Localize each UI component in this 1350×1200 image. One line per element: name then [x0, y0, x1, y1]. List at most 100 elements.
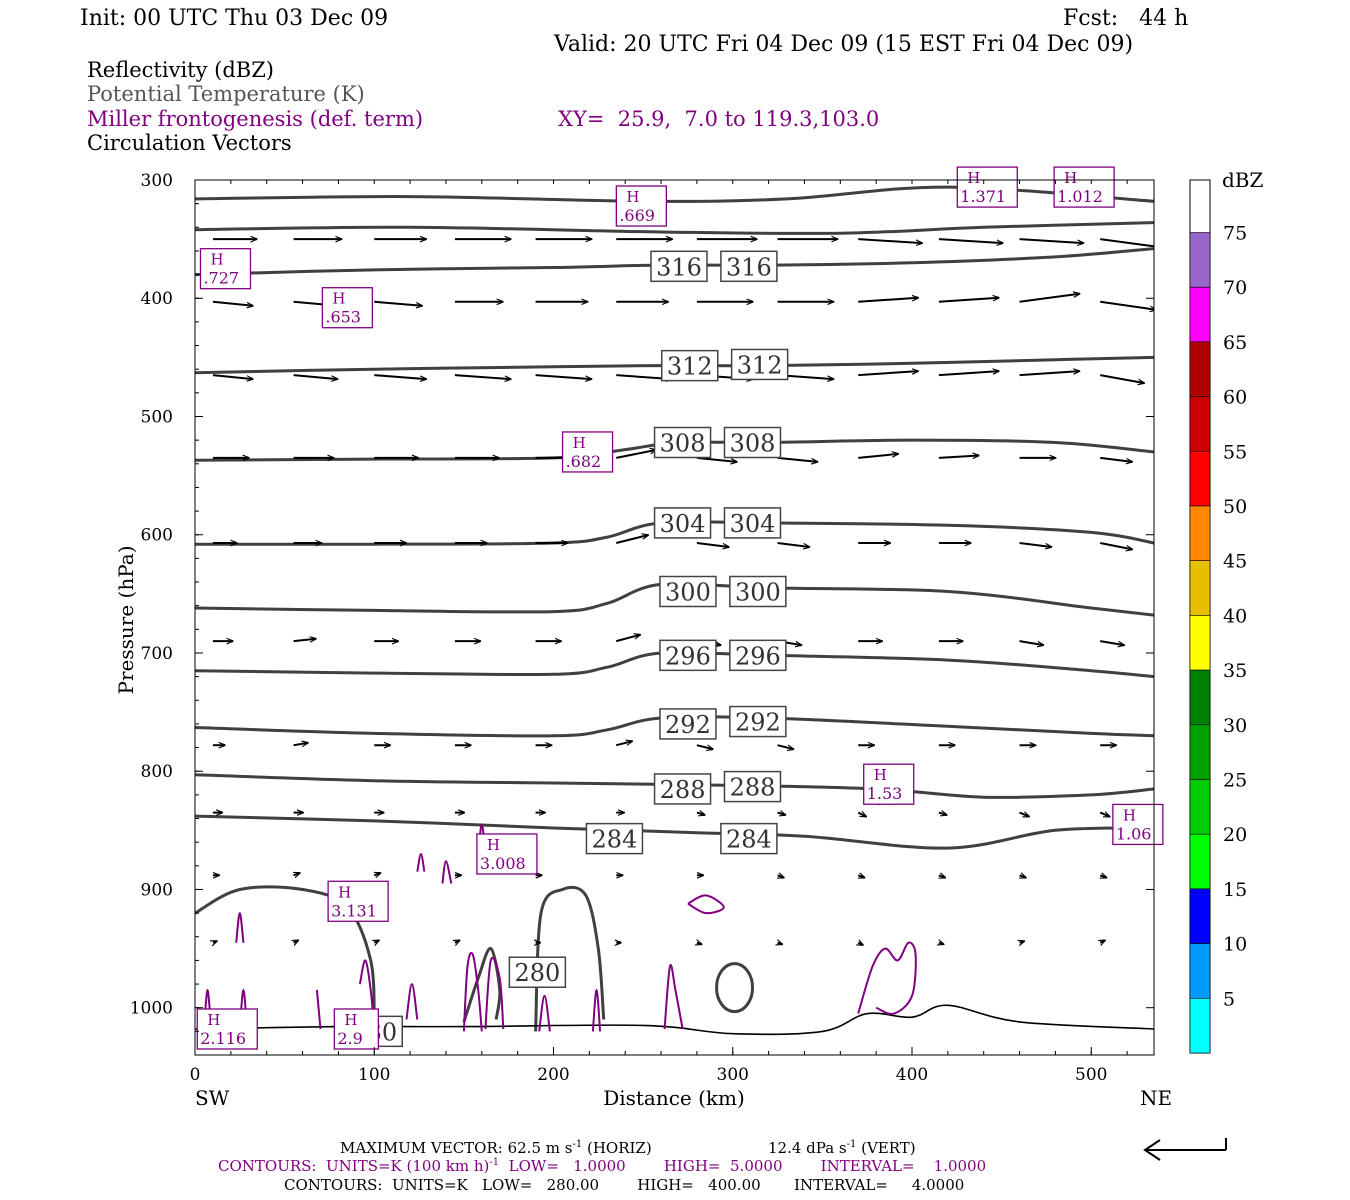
- frontogenesis-max-label: H.669: [615, 185, 667, 227]
- frontogenesis-max-value: 2.116: [200, 1029, 246, 1048]
- colorbar-segment: [1189, 450, 1211, 507]
- x-tick-label: 200: [537, 1065, 569, 1085]
- frontogenesis-max-label: H1.53: [863, 763, 915, 805]
- frontogenesis-max-h: H: [573, 434, 586, 452]
- circulation-vector: [374, 940, 379, 942]
- theta-label: 284: [585, 822, 644, 855]
- theta-contour-280-part: [195, 885, 376, 1020]
- frontogenesis-max-box: [476, 833, 538, 875]
- colorbar-label: 65: [1223, 332, 1247, 354]
- x-tick-label: 0: [190, 1065, 201, 1085]
- colorbar-segment: [1189, 232, 1211, 288]
- theta-label-text: 304: [730, 510, 776, 538]
- frontogenesis-max-label: H3.008: [476, 833, 538, 875]
- y-tick-label: 400: [141, 289, 173, 309]
- frontogenesis-max-value: 2.9: [337, 1029, 362, 1048]
- x-tick-label: 500: [1075, 1065, 1107, 1085]
- footer-vert: 12.4 dPa s-1 (VERT): [768, 1139, 916, 1157]
- colorbar-segment: [1189, 560, 1211, 616]
- theta-label: 280: [508, 956, 567, 988]
- theta-label: 316: [720, 250, 778, 283]
- circulation-vector: [616, 741, 632, 747]
- circulation-vector: [696, 542, 729, 547]
- y-tick-label: 800: [141, 762, 173, 782]
- frontogenesis-max-value: 3.008: [480, 854, 526, 873]
- frontogenesis-max-box: [327, 880, 389, 922]
- footer-contours-miller: CONTOURS: UNITS=K (100 km h)-1 LOW= 1.00…: [218, 1157, 986, 1175]
- theta-label-text: 316: [726, 253, 772, 281]
- circulation-vector: [696, 456, 737, 462]
- circulation-vector: [1019, 640, 1044, 645]
- colorbar-label: 55: [1223, 441, 1247, 463]
- frontogenesis-max-h: H: [1064, 169, 1077, 187]
- axes: 0 100 200 300 400 500 300 400 500 600 700 800 900 100…: [130, 171, 1154, 1085]
- colorbar-segment: [1189, 615, 1211, 671]
- frontogenesis-max-box: [321, 287, 374, 329]
- circulation-vector: [1100, 374, 1144, 383]
- colorbar-segment: [1189, 505, 1211, 562]
- frontogenesis-max-h: H: [338, 883, 351, 901]
- circulation-vector: [938, 298, 999, 303]
- colorbar-label: 50: [1223, 496, 1247, 518]
- theta-label-box: [729, 705, 787, 738]
- circulation-vector: [1100, 542, 1132, 549]
- theta-label-text: 312: [667, 353, 713, 381]
- circulation-vector: [778, 943, 783, 945]
- circulation-vector: [858, 875, 864, 877]
- frontogenesis-contour: [235, 912, 245, 943]
- y-tick-label: 1000: [130, 999, 173, 1019]
- x-end-sw: SW: [195, 1086, 230, 1110]
- colorbar-label: 60: [1223, 387, 1247, 409]
- frontogenesis-max-value: .727: [203, 269, 239, 288]
- plot-frame: [194, 179, 1155, 1056]
- y-tick-label: 500: [141, 407, 173, 427]
- theta-label-box: [660, 349, 719, 382]
- frontogenesis-max-label: H2.9: [333, 1008, 379, 1050]
- circulation-vector: [858, 371, 918, 377]
- theta-label: 288: [653, 773, 712, 805]
- theta-label-box: [723, 507, 782, 539]
- frontogenesis-max-label: H2.116: [196, 1008, 258, 1050]
- colorbar-label: 70: [1223, 277, 1247, 299]
- reference-vector-arrow: [1143, 1138, 1227, 1161]
- circulation-vector: [1019, 238, 1084, 243]
- theta-label-text: 300: [735, 578, 781, 606]
- frontogenesis-max-value: .653: [325, 308, 361, 327]
- frontogenesis-max-box: [199, 248, 252, 290]
- circulation-vector: [294, 873, 300, 875]
- frontogenesis-max-label: H3.131: [327, 880, 389, 922]
- theta-contour-upper: [195, 221, 1154, 235]
- colorbar-title: dBZ: [1222, 168, 1264, 192]
- field-miller: Miller frontogenesis (def. term): [87, 107, 423, 131]
- frontogenesis-max-label: H1.012: [1053, 166, 1115, 208]
- frontogenesis-max-label: H1.06: [1112, 803, 1164, 846]
- circulation-vector: [857, 813, 866, 817]
- theta-label: 296: [659, 639, 717, 672]
- theta-contour-280-loop: [715, 962, 755, 1014]
- frontogenesis-max-h: H: [332, 290, 345, 308]
- y-tick-label: 600: [141, 526, 173, 546]
- theta-label-box: [720, 822, 778, 855]
- theta-label: 288: [723, 770, 782, 803]
- theta-label-box: [653, 773, 712, 805]
- circulation-vector: [939, 943, 944, 945]
- frontogenesis-contour: [484, 956, 505, 1030]
- circulation-vector: [374, 374, 426, 379]
- theta-label-text: 312: [737, 351, 783, 379]
- theta-label-text: 292: [665, 711, 711, 739]
- x-tick-label: 100: [358, 1065, 390, 1085]
- circulation-vector: [1100, 640, 1124, 645]
- forecast-hour: Fcst: 44 h: [1063, 6, 1188, 31]
- y-axis-label: Pressure (hPa): [114, 546, 138, 695]
- frontogenesis-max-label: H1.371: [956, 166, 1018, 208]
- theta-contour-280-part: [462, 947, 502, 1023]
- circulation-vector: [212, 374, 253, 379]
- circulation-vector: [778, 875, 784, 877]
- circulation-vector: [697, 943, 702, 945]
- x-end-ne: NE: [1140, 1086, 1172, 1110]
- frontogenesis-max-box: [196, 1008, 258, 1050]
- circulation-vector: [939, 875, 945, 877]
- theta-label-box: [653, 426, 712, 459]
- circulation-vector: [1019, 371, 1080, 377]
